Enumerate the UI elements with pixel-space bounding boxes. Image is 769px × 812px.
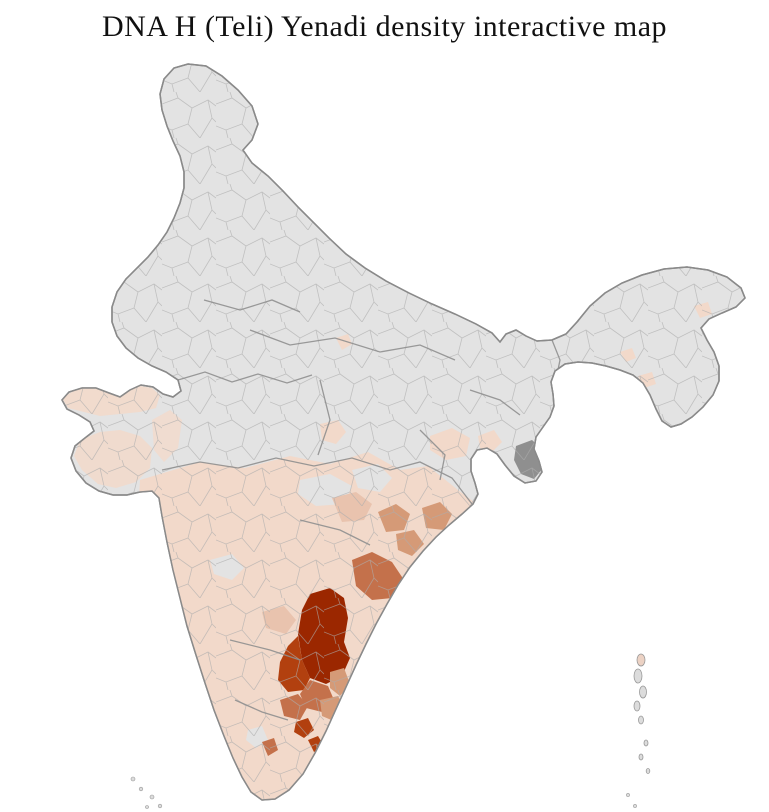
island[interactable]: [645, 768, 651, 774]
state-border-line: [469, 389, 521, 416]
lakshadweep-islands[interactable]: [130, 776, 163, 809]
island[interactable]: [138, 786, 144, 792]
island[interactable]: [638, 753, 644, 761]
page-title: DNA H (Teli) Yenadi density interactive …: [101, 10, 668, 43]
island[interactable]: [643, 739, 649, 747]
state-border-line: [317, 379, 331, 456]
andaman-nicobar-islands[interactable]: [633, 653, 651, 774]
island[interactable]: [157, 803, 163, 809]
state-border-line: [419, 429, 446, 481]
island[interactable]: [633, 804, 637, 808]
state-border-line: [299, 519, 371, 546]
state-border-line: [234, 699, 289, 721]
district-boundaries-mesh: [62, 64, 745, 800]
state-border-line: [177, 371, 313, 384]
island[interactable]: [639, 685, 647, 699]
state-border-line: [203, 299, 301, 313]
density-layers: [62, 64, 745, 800]
state-borders: [161, 299, 561, 721]
state-border-line: [161, 457, 473, 505]
island[interactable]: [149, 794, 155, 800]
island[interactable]: [636, 653, 646, 667]
island[interactable]: [633, 668, 643, 684]
state-border-line: [249, 329, 456, 361]
nicobar-islets[interactable]: [626, 793, 637, 808]
island[interactable]: [145, 805, 149, 809]
island[interactable]: [130, 776, 136, 782]
state-border-line: [229, 639, 301, 661]
island[interactable]: [638, 715, 644, 725]
island[interactable]: [626, 793, 630, 797]
island[interactable]: [633, 700, 641, 712]
